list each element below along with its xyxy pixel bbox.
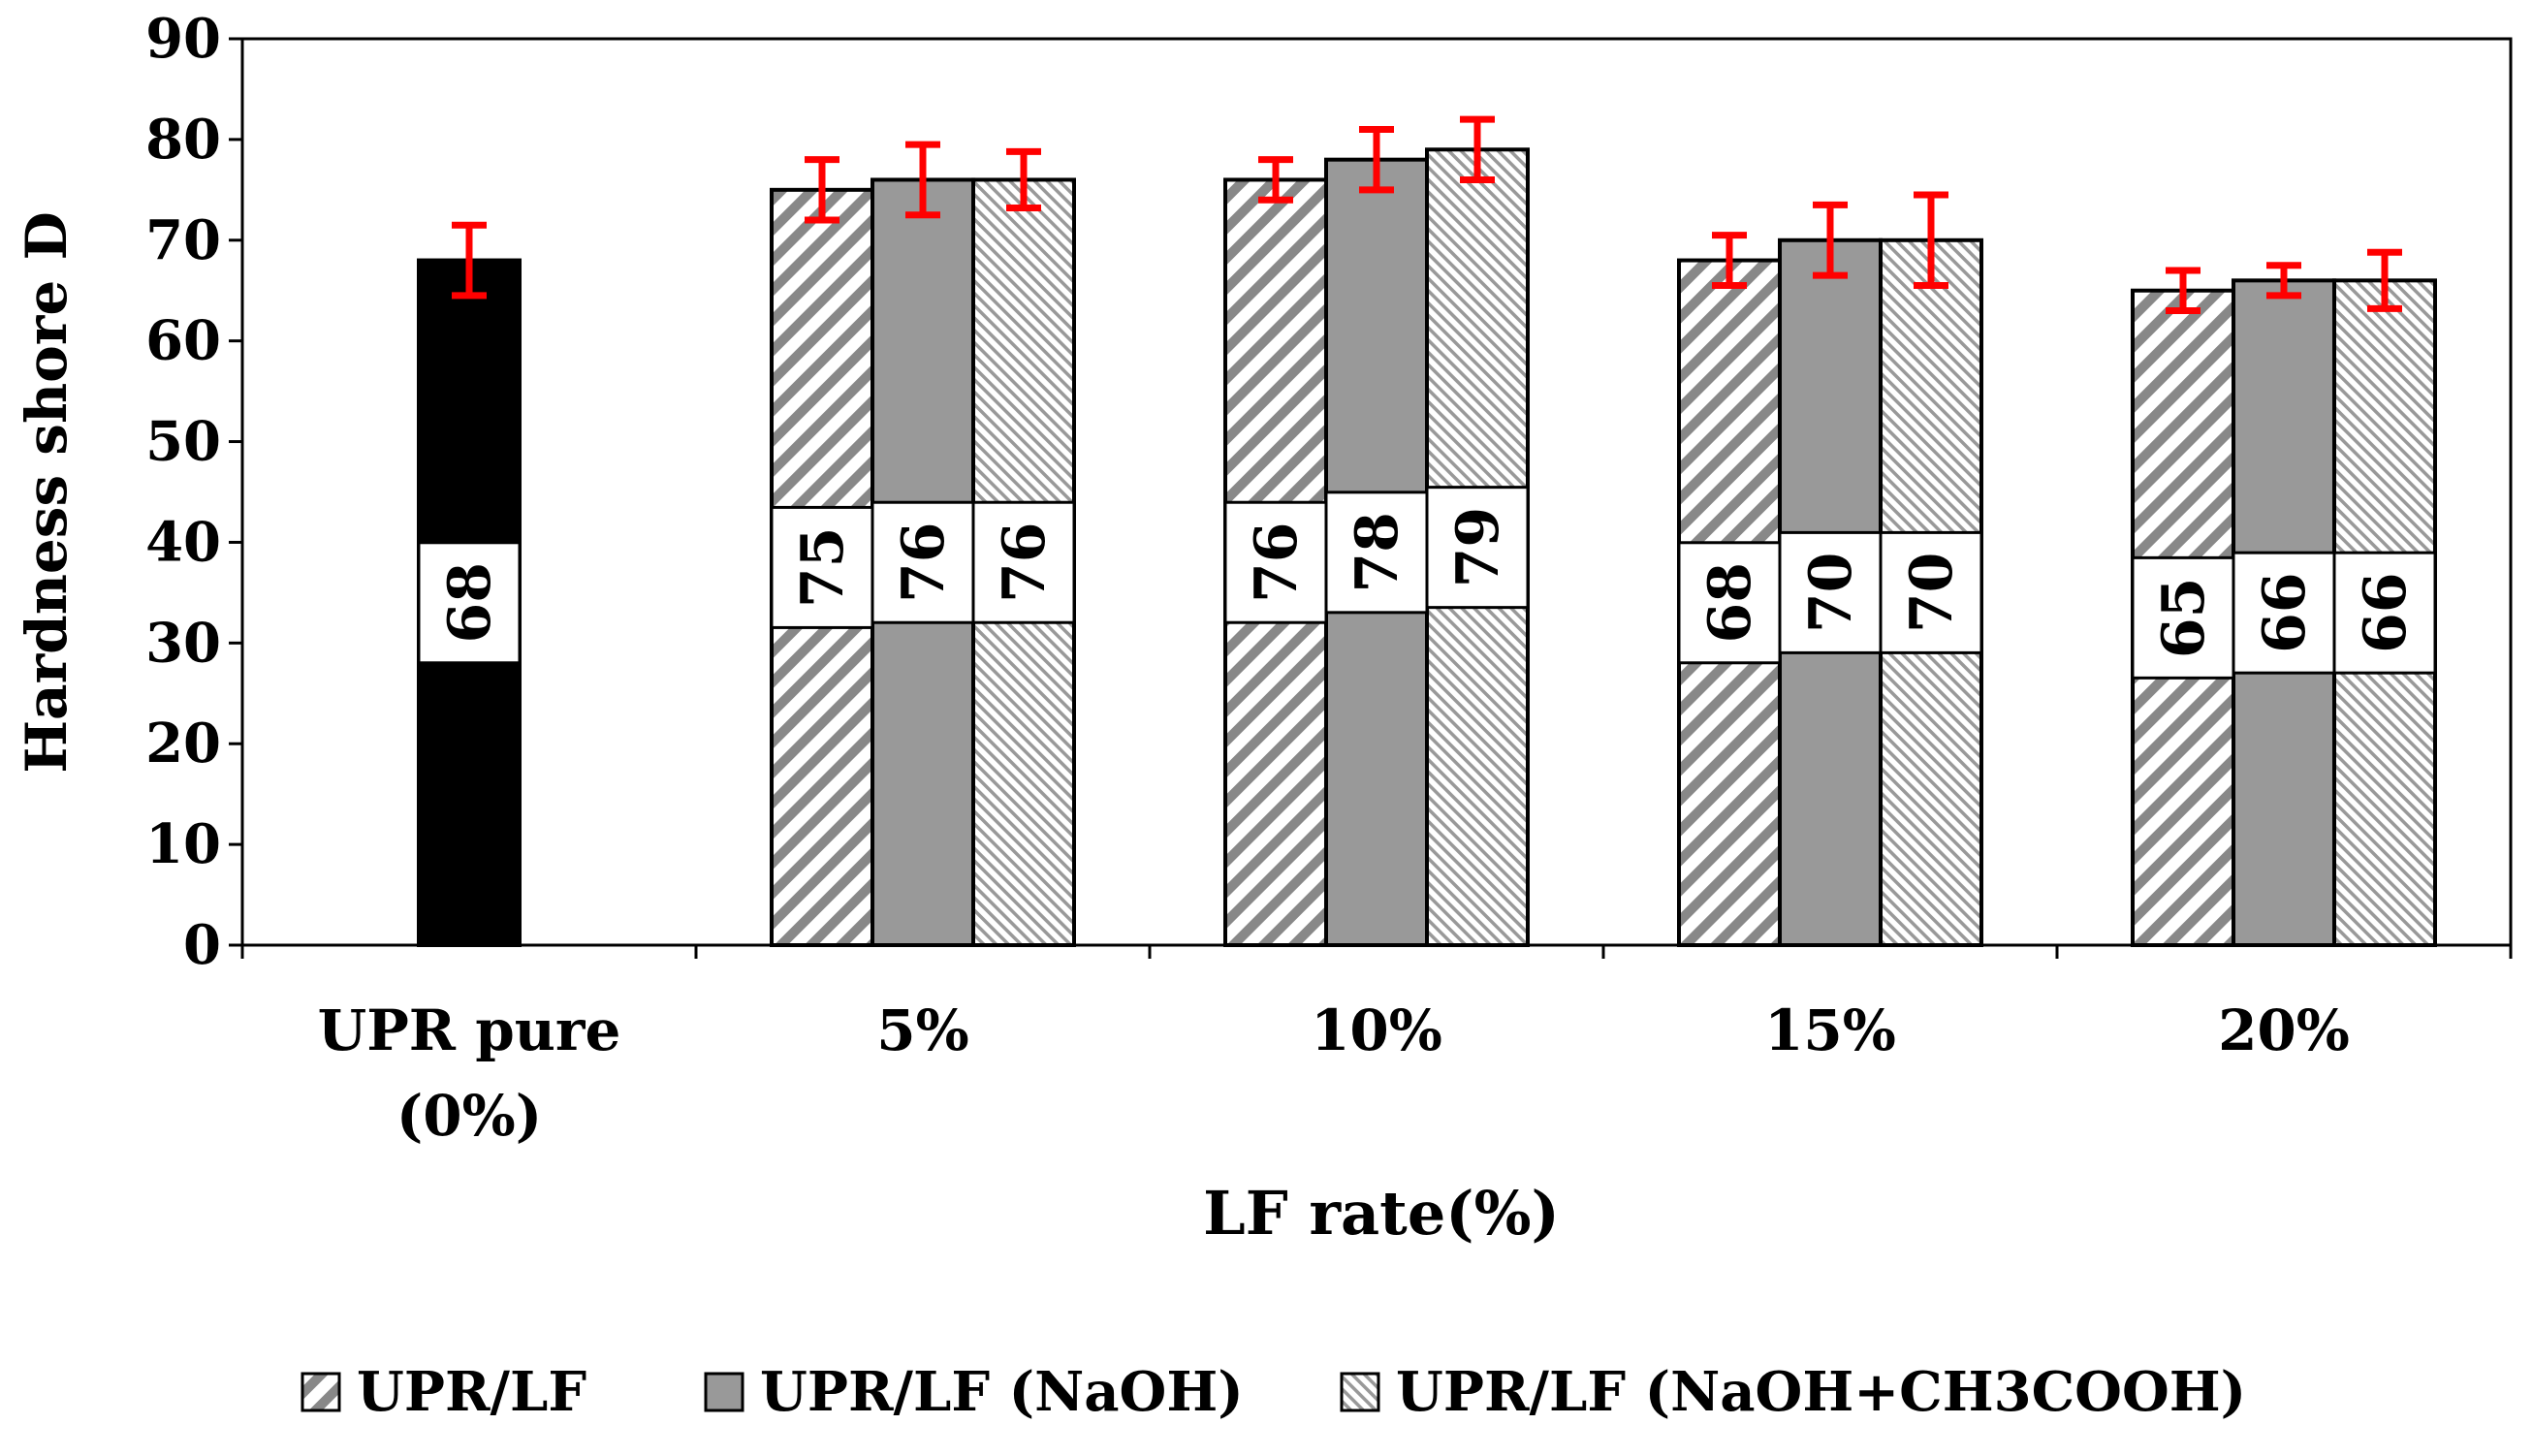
data-label-box — [971, 500, 1076, 624]
legend: UPR/LF UPR/LF (NaOH) UPR/LF (NaOH+CH3COOH) — [301, 1360, 2246, 1424]
data-label-box — [1677, 541, 1782, 665]
data-label-box — [417, 541, 522, 665]
y-axis: 0 10 20 30 40 50 60 70 80 90 — [145, 7, 242, 977]
x-tick-label: 20% — [2218, 997, 2350, 1063]
legend-label: UPR/LF — [357, 1360, 586, 1424]
y-tick-label: 10 — [145, 812, 221, 876]
legend-label: UPR/LF (NaOH+CH3COOH) — [1396, 1360, 2246, 1424]
legend-swatch — [704, 1372, 744, 1412]
y-tick-label: 40 — [145, 510, 221, 574]
legend-swatch — [301, 1372, 341, 1412]
data-label-box — [1324, 491, 1429, 615]
y-tick-label: 80 — [145, 108, 221, 172]
data-label: 78 — [1344, 512, 1411, 593]
data-label-box — [2131, 555, 2235, 680]
y-axis-title: Hardness shore D — [14, 211, 79, 774]
data-label: 66 — [2251, 572, 2319, 653]
data-labels: 68 75 76 68 65 76 78 70 66 76 79 70 66 — [417, 486, 2437, 680]
data-label: 79 — [1444, 507, 1512, 588]
y-tick-label: 60 — [145, 309, 221, 373]
data-label: 70 — [1898, 553, 1966, 634]
data-label: 68 — [436, 562, 504, 644]
data-label: 66 — [2352, 572, 2420, 653]
legend-swatch — [1340, 1372, 1380, 1412]
y-tick-label: 50 — [145, 410, 221, 474]
data-label-box — [2232, 551, 2336, 675]
data-label-box — [1425, 486, 1530, 610]
error-bars — [452, 115, 2402, 314]
x-axis: UPR pure (0%) 5% 10% 15% 20% — [240, 945, 2513, 1149]
x-tick-label: UPR pure — [318, 997, 621, 1063]
x-tick-label: 10% — [1311, 997, 1442, 1063]
y-tick-label: 90 — [145, 7, 221, 71]
y-tick-label: 70 — [145, 208, 221, 272]
data-label-box — [2332, 551, 2437, 675]
data-label: 68 — [1696, 562, 1764, 644]
data-label-box — [871, 500, 975, 624]
y-tick-label: 20 — [145, 712, 221, 775]
data-label: 76 — [991, 522, 1059, 603]
data-label: 76 — [890, 522, 958, 603]
data-label: 76 — [1243, 522, 1311, 603]
data-label-box — [1879, 530, 1983, 654]
data-label-box — [1223, 500, 1328, 624]
y-tick-label: 30 — [145, 611, 221, 675]
y-tick-label: 0 — [183, 913, 221, 977]
data-label: 75 — [789, 527, 857, 609]
data-label-box — [1778, 530, 1883, 654]
data-label: 65 — [2150, 578, 2218, 659]
x-tick-label: 5% — [876, 997, 968, 1063]
x-axis-title: LF rate(%) — [1203, 1178, 1560, 1249]
x-tick-label: 15% — [1764, 997, 1896, 1063]
data-label: 70 — [1797, 553, 1865, 634]
legend-label: UPR/LF (NaOH) — [760, 1360, 1244, 1424]
x-tick-label: (0%) — [396, 1083, 542, 1149]
